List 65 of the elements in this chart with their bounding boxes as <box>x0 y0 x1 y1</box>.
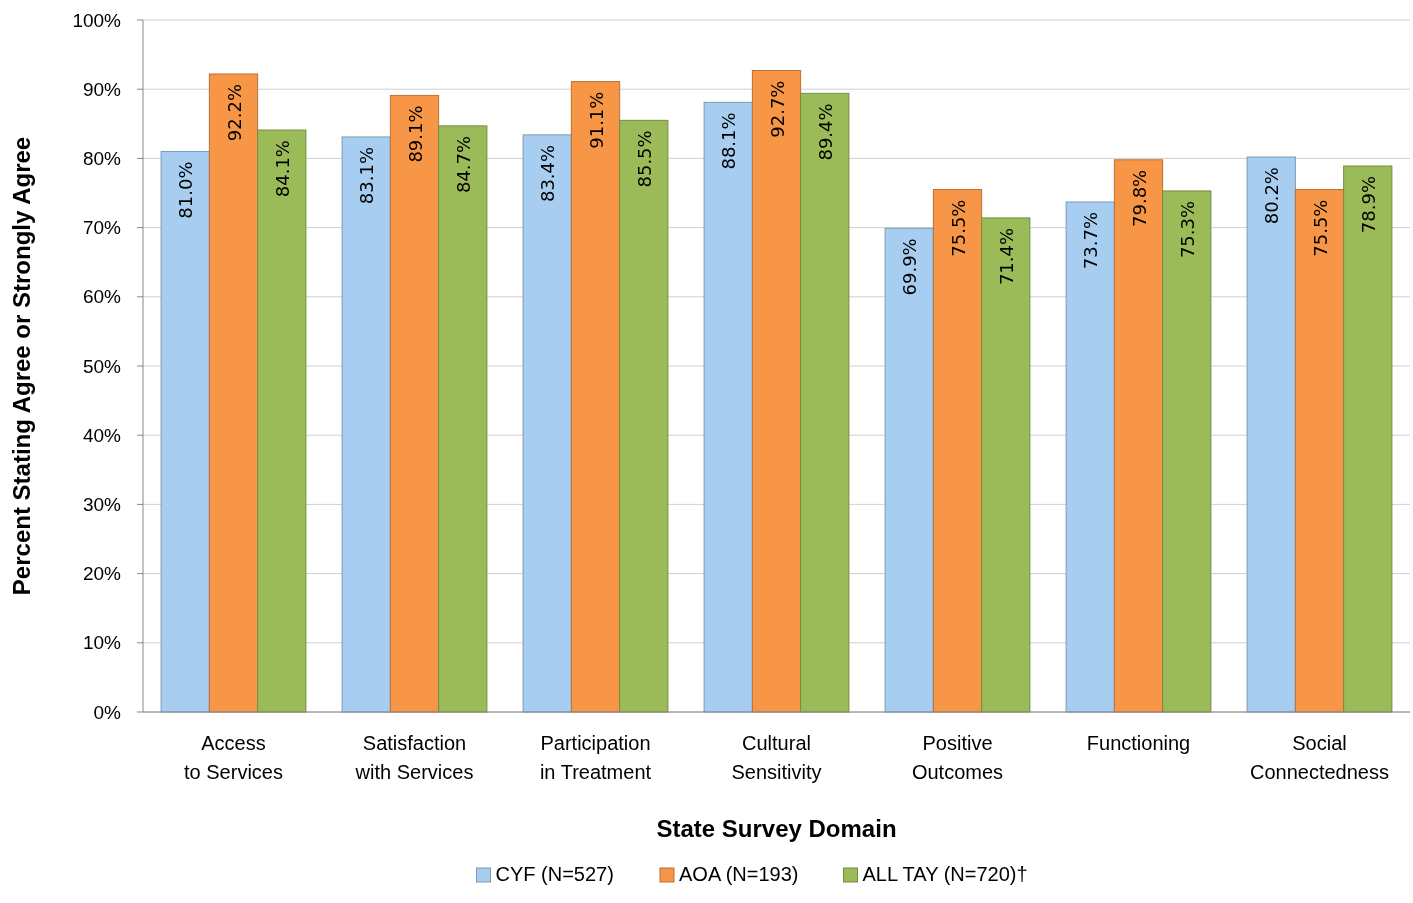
bar <box>1343 165 1393 713</box>
legend-label: CYF (N=527) <box>495 863 614 885</box>
data-label: 75.5% <box>1309 199 1331 257</box>
data-label: 84.1% <box>271 140 293 198</box>
y-tick-label: 100% <box>72 9 122 31</box>
data-label: 71.4% <box>995 227 1017 286</box>
data-label: 84.7% <box>452 135 474 194</box>
y-tick-label: 30% <box>82 494 122 516</box>
bar <box>522 134 572 713</box>
data-label: 85.5% <box>633 130 655 188</box>
legend-label: AOA (N=193) <box>679 863 799 885</box>
bar <box>1246 156 1296 713</box>
x-tick-label: Cultural Sensitivity <box>731 732 822 783</box>
x-tick-label: Access to Services <box>184 732 283 783</box>
bar <box>1162 190 1212 713</box>
data-label: 75.3% <box>1176 200 1198 259</box>
y-tick-label: 80% <box>82 148 122 170</box>
y-tick-label: 50% <box>82 355 122 377</box>
x-tick-label: Social Connectedness <box>1250 732 1389 783</box>
data-label: 92.7% <box>766 80 788 138</box>
bar <box>1065 201 1115 713</box>
data-label: 88.1% <box>718 112 740 170</box>
data-label: 81.0% <box>175 161 197 219</box>
data-label: 92.2% <box>223 83 245 142</box>
bar <box>619 119 669 713</box>
y-tick-label: 20% <box>82 563 122 585</box>
y-tick-label: 70% <box>82 217 122 239</box>
bar <box>389 94 440 713</box>
data-label: 73.7% <box>1080 212 1102 270</box>
data-label: 69.9% <box>899 238 921 296</box>
bar <box>208 73 259 713</box>
data-label: 83.4% <box>537 144 559 203</box>
bar <box>932 189 983 713</box>
bar <box>160 150 210 713</box>
bar <box>438 125 488 713</box>
bar <box>1294 189 1345 713</box>
x-tick-label: Functioning <box>1086 732 1191 754</box>
x-tick-label: Participation in Treatment <box>539 732 652 783</box>
bar <box>570 81 621 713</box>
legend-label: ALL TAY (N=720)† <box>862 863 1028 885</box>
data-label: 78.9% <box>1357 176 1379 234</box>
bar <box>800 92 850 713</box>
data-label: 79.8% <box>1128 169 1150 227</box>
bar <box>751 70 802 713</box>
y-tick-label: 10% <box>82 632 122 654</box>
x-tick-label: Satisfaction with Services <box>354 732 474 783</box>
data-label: 75.5% <box>947 199 969 257</box>
x-tick-label: Positive Outcomes <box>911 732 1004 783</box>
data-label: 83.1% <box>356 146 378 205</box>
bar <box>1113 159 1164 713</box>
bar <box>341 136 391 713</box>
data-label: 91.1% <box>585 91 607 149</box>
y-tick-label: 90% <box>82 78 122 100</box>
y-tick-label: 40% <box>82 424 122 446</box>
bar <box>884 227 934 713</box>
bar <box>981 217 1031 713</box>
bar <box>703 101 753 713</box>
data-label: 80.2% <box>1261 167 1283 225</box>
x-axis-title: State Survey Domain <box>656 815 897 842</box>
data-label: 89.4% <box>814 103 836 161</box>
y-axis-title: Percent Stating Agree or Strongly Agree <box>8 136 35 596</box>
bar <box>257 129 307 713</box>
y-tick-label: 0% <box>93 701 122 723</box>
y-tick-label: 60% <box>82 286 122 308</box>
data-label: 89.1% <box>404 105 426 163</box>
